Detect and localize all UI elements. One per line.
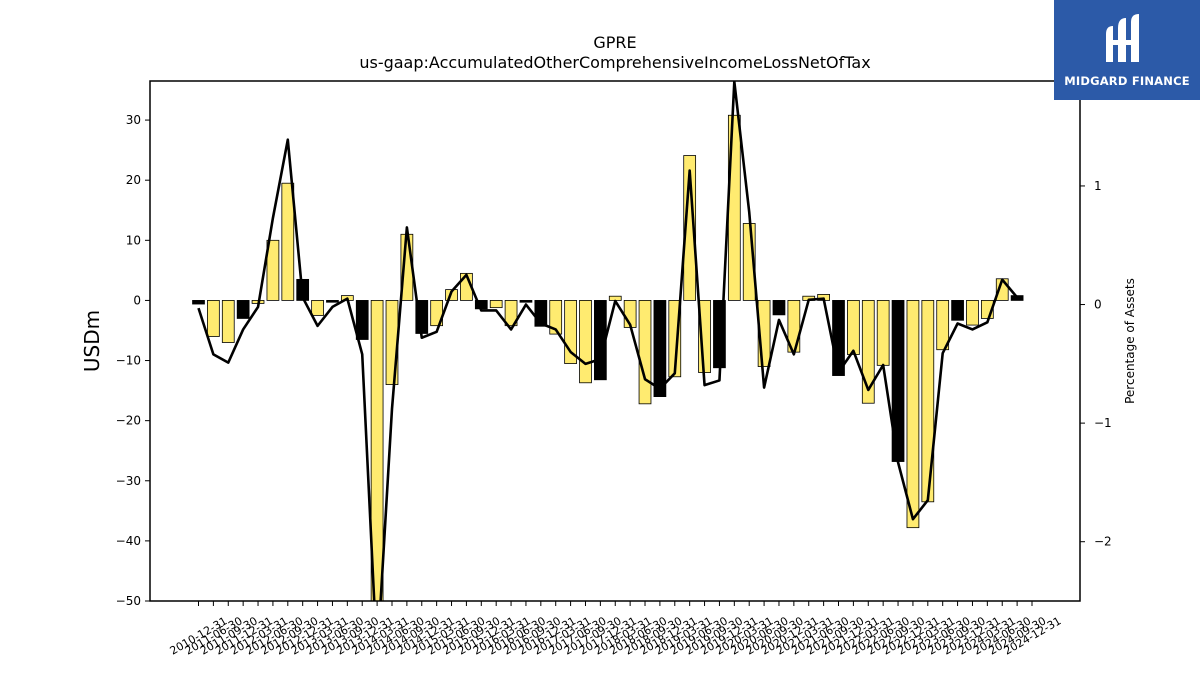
- y-axis-left: −50 −40 −30 −20 −10 0 10 20 30: [116, 113, 150, 608]
- y-axis-label: USDm: [80, 310, 104, 372]
- bar: [772, 300, 786, 316]
- bar: [311, 300, 324, 316]
- bar: [266, 239, 280, 301]
- line-series: [197, 81, 1019, 601]
- bar: [549, 300, 563, 335]
- midgard-logo-icon: [1106, 14, 1139, 62]
- bar: [668, 300, 682, 378]
- y2-tick-label: 1: [1094, 179, 1102, 193]
- chart-title: GPRE: [593, 33, 636, 52]
- brand-name: MIDGARD FINANCE: [1064, 74, 1190, 88]
- asset-share-line: [197, 81, 1019, 601]
- bar: [638, 300, 652, 405]
- bar: [221, 300, 235, 343]
- y-tick-label: 20: [126, 173, 141, 187]
- bar: [281, 182, 295, 301]
- bar: [906, 300, 920, 529]
- bar: [861, 300, 875, 404]
- bar: [192, 300, 205, 305]
- x-axis: 2010-12-312011-06-302011-09-302011-12-31…: [168, 601, 1064, 658]
- y-tick-label: 10: [126, 233, 141, 247]
- y2-axis-label: Percentage of Assets: [1123, 278, 1137, 404]
- y2-tick-label: −2: [1094, 535, 1112, 549]
- bar: [653, 300, 667, 398]
- y2-tick-label: 0: [1094, 298, 1102, 312]
- y-tick-label: −30: [116, 474, 141, 488]
- brand-logo: MIDGARD FINANCE: [1054, 0, 1200, 100]
- bar: [534, 300, 548, 327]
- bar-series: [192, 114, 1024, 602]
- bar: [579, 300, 592, 384]
- bar: [489, 300, 503, 309]
- bar: [757, 300, 771, 367]
- bar: [504, 300, 518, 327]
- y-tick-label: −40: [116, 534, 141, 548]
- y-tick-label: 30: [126, 113, 141, 127]
- bar: [951, 300, 964, 321]
- bar: [326, 300, 339, 303]
- chart-subtitle: us-gaap:AccumulatedOtherComprehensiveInc…: [359, 53, 870, 72]
- y-tick-label: 0: [133, 293, 141, 307]
- bar: [966, 300, 979, 326]
- bar: [847, 300, 860, 355]
- y-tick-label: −10: [116, 354, 141, 368]
- bar: [519, 300, 533, 303]
- bar: [936, 300, 950, 351]
- bar: [876, 300, 890, 366]
- bar: [564, 300, 577, 364]
- bar: [236, 300, 250, 319]
- y2-tick-label: −1: [1094, 416, 1112, 430]
- bar: [207, 300, 220, 337]
- bar: [355, 300, 369, 340]
- y-tick-label: −20: [116, 414, 141, 428]
- y-axis-right: −2 −1 0 1: [1080, 179, 1112, 549]
- bar: [683, 155, 697, 301]
- y-tick-label: −50: [116, 594, 141, 608]
